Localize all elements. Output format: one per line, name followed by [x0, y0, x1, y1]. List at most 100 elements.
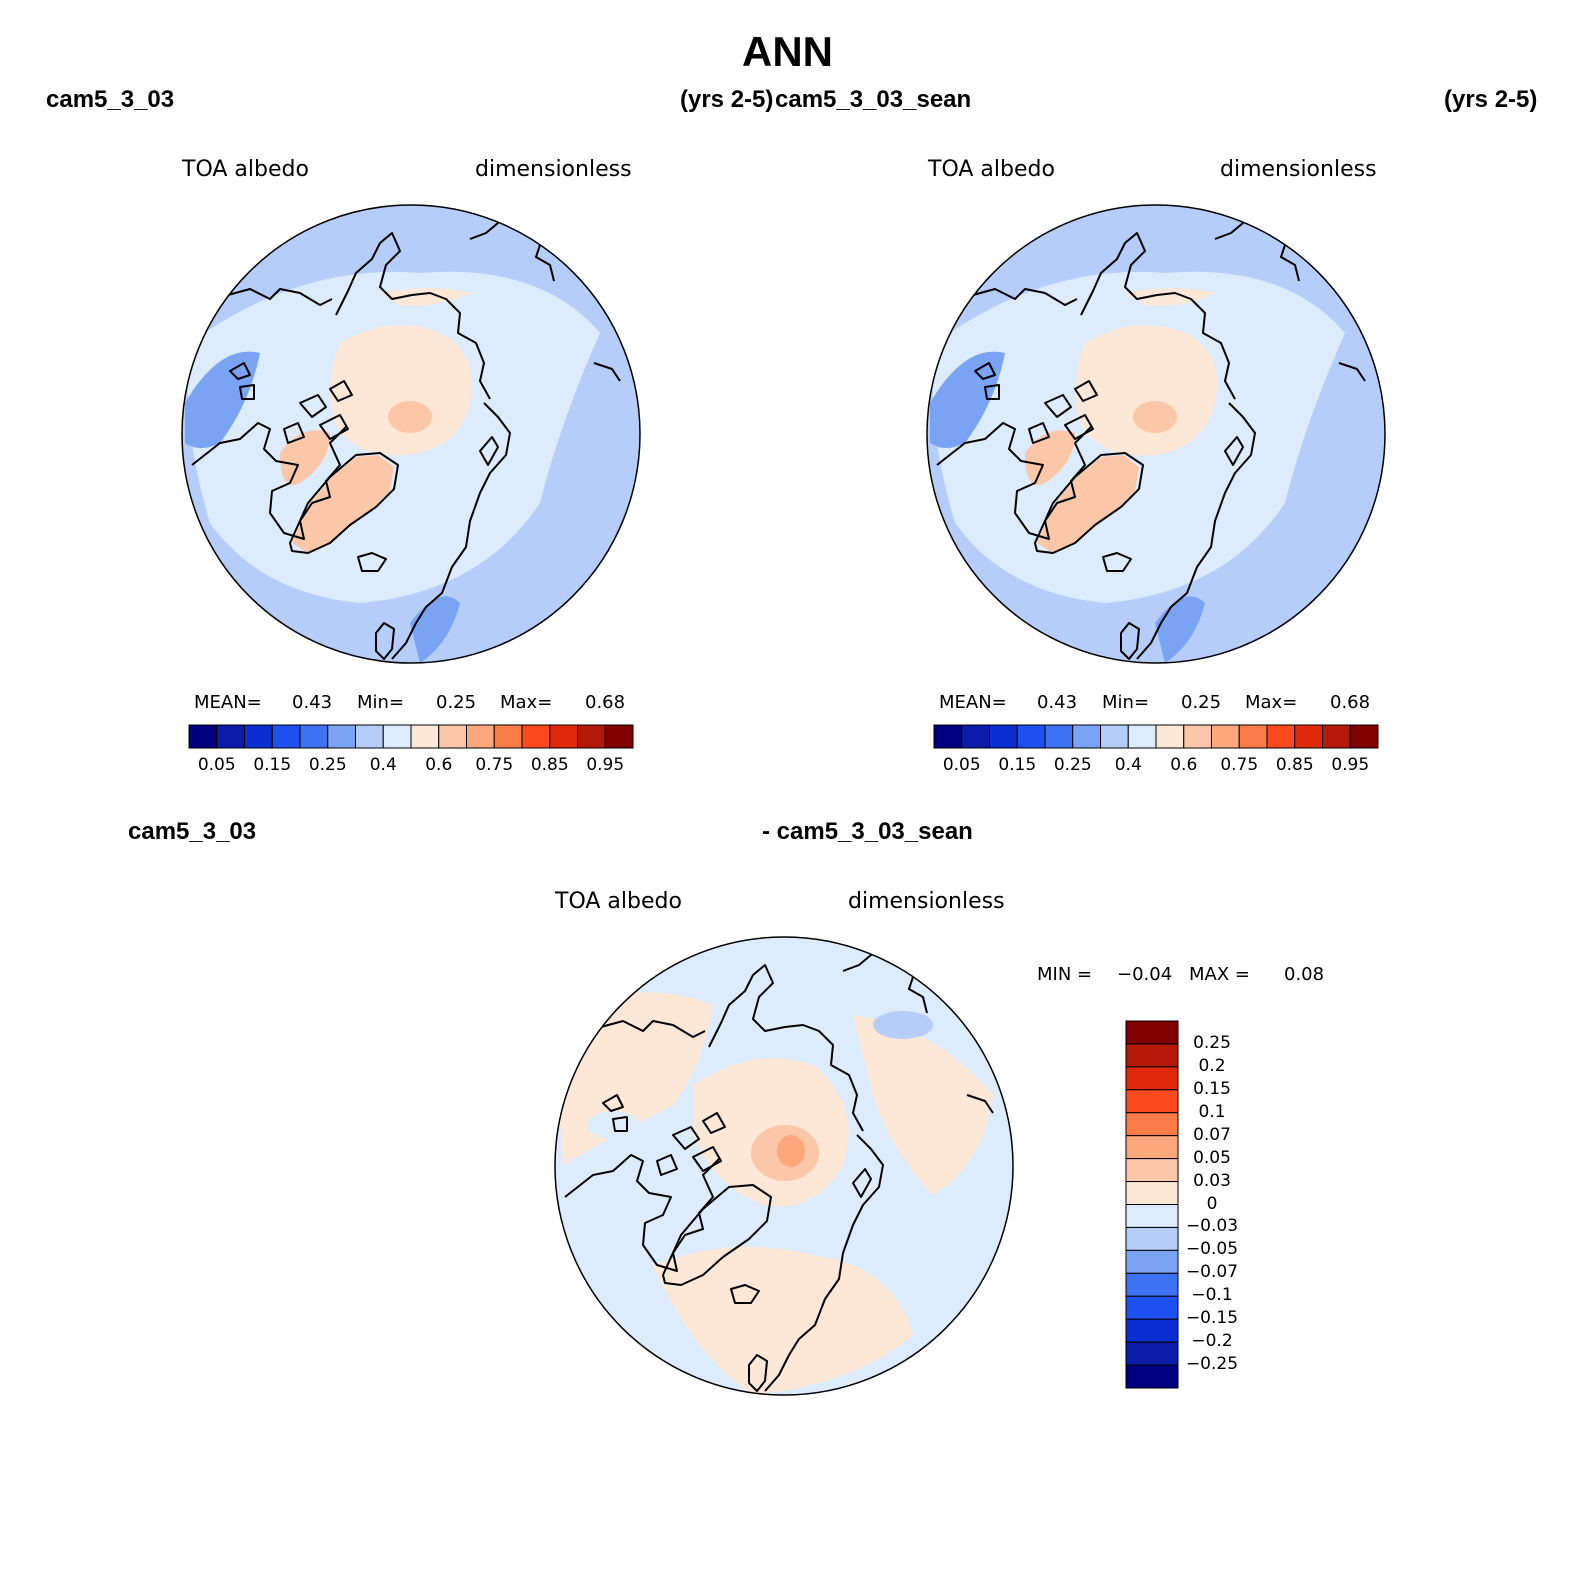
panel2-mean-value: 0.43 — [1037, 692, 1078, 713]
salmon-region — [1133, 401, 1177, 433]
panel1-colorbar-swatch — [466, 724, 495, 749]
coastline — [227, 288, 333, 306]
coastline — [1338, 362, 1366, 382]
coastlines — [564, 942, 994, 1392]
panel2-colorbar-swatch — [1211, 724, 1240, 749]
salmon-region — [280, 430, 330, 485]
coastline — [1064, 414, 1094, 440]
greenland-region — [292, 455, 394, 553]
panel1-colorbar — [188, 724, 634, 749]
coastline — [662, 1184, 772, 1286]
panel3-case-left: cam5_3_03 — [128, 818, 257, 845]
panel3-colorbar-swatch — [1125, 1043, 1179, 1068]
panel2-colorbar-swatch — [1072, 724, 1101, 749]
panel3-colorbar-swatch — [1125, 1364, 1179, 1389]
panel2-polar-map — [926, 204, 1386, 664]
panel3-colorbar-tick-label: −0.1 — [1191, 1285, 1233, 1306]
greenland-region — [1037, 455, 1139, 553]
peach-region — [1075, 325, 1217, 456]
coastline — [612, 1116, 628, 1132]
coastline — [748, 1354, 768, 1392]
panel2-colorbar-swatch — [1100, 724, 1129, 749]
coastline — [966, 1094, 994, 1114]
panel3-colorbar-swatch — [1125, 1089, 1179, 1114]
panel1-colorbar-swatch — [438, 724, 467, 749]
panel3-colorbar-tick-label: −0.25 — [1185, 1354, 1239, 1375]
panel3-variable: TOA albedo — [555, 889, 682, 914]
panel2-colorbar-swatch — [1322, 724, 1351, 749]
panel2-colorbar-swatch — [1155, 724, 1185, 749]
peach-region — [653, 1247, 913, 1395]
panel3-colorbar-tick-label: 0.1 — [1198, 1101, 1226, 1122]
panel2-min-label: Min= — [1102, 692, 1150, 713]
panel1-min-value: 0.25 — [436, 692, 477, 713]
peach-region — [330, 325, 472, 456]
map-field — [927, 205, 1385, 663]
coastline — [283, 422, 305, 444]
panel1-max-label: Max= — [500, 692, 553, 713]
coastline — [602, 1094, 624, 1112]
panel3-colorbar-tick-label: −0.2 — [1191, 1331, 1233, 1352]
panel1-colorbar-swatch — [410, 724, 440, 749]
panel2-colorbar-tick-label: 0.25 — [1053, 755, 1092, 775]
panel1-colorbar-tick-label: 0.15 — [253, 755, 292, 775]
panel3-units: dimensionless — [848, 889, 1005, 914]
panel1-colorbar-swatch — [271, 724, 301, 749]
coastline — [672, 1126, 700, 1150]
coastline — [1102, 552, 1132, 572]
panel3-colorbar-swatch — [1125, 1272, 1179, 1297]
coastline — [692, 1146, 722, 1172]
panel1-colorbar-swatch — [604, 724, 634, 749]
panel3-max-label: MAX = — [1189, 964, 1250, 985]
map-border — [181, 204, 641, 664]
panel3-min-value: −0.04 — [1117, 964, 1173, 985]
panel1-colorbar-swatch — [216, 724, 245, 749]
panel1-colorbar-swatch — [327, 724, 356, 749]
panel2-colorbar-tick-label: 0.4 — [1114, 755, 1142, 775]
panel1-colorbar-swatch — [382, 724, 412, 749]
panel2-colorbar-swatch — [1238, 724, 1268, 749]
panel2-colorbar-swatch — [1127, 724, 1157, 749]
panel1-colorbar-swatch — [244, 724, 273, 749]
panel3-colorbar-tick-label: −0.15 — [1185, 1308, 1239, 1329]
coastline — [564, 1154, 720, 1272]
panel2-colorbar-tick-label: 0.05 — [942, 755, 981, 775]
salmon-region — [1025, 430, 1075, 485]
map-border — [926, 204, 1386, 664]
panel2-colorbar-ticks: 0.05 0.15 0.25 0.4 0.6 0.75 0.85 0.95 — [934, 755, 1378, 777]
panel2-max-label: Max= — [1245, 692, 1298, 713]
panel1-colorbar-ticks: 0.05 0.15 0.25 0.4 0.6 0.75 0.85 0.95 — [189, 755, 633, 777]
panel3-colorbar-tick-label: 0.2 — [1198, 1055, 1226, 1076]
panel3-colorbar-tick-label: −0.07 — [1185, 1262, 1239, 1283]
panel3-colorbar-tick-label: 0.25 — [1193, 1032, 1231, 1053]
panel3-colorbar-swatch — [1125, 1158, 1179, 1183]
panel1-colorbar-swatch — [577, 724, 606, 749]
panel1-case-name: cam5_3_03 — [46, 86, 175, 113]
coastline — [708, 964, 864, 1132]
orange-region — [777, 1135, 805, 1167]
panel2-colorbar-swatch — [1294, 724, 1323, 749]
coastline — [974, 362, 996, 380]
panel1-colorbar-swatch — [299, 724, 329, 749]
panel3-colorbar-swatch — [1125, 1249, 1179, 1274]
coastline — [1136, 402, 1256, 660]
panel2-colorbar-tick-label: 0.95 — [1331, 755, 1370, 775]
coastline — [702, 1112, 726, 1134]
panel2-colorbar-tick-label: 0.85 — [1275, 755, 1314, 775]
panel1-colorbar-swatch — [549, 724, 578, 749]
panel2-colorbar-swatch — [961, 724, 990, 749]
panel2-colorbar-swatch — [933, 724, 963, 749]
coastline — [335, 232, 491, 400]
panel3-colorbar-swatch — [1125, 1226, 1179, 1251]
panel3-colorbar-tick-label: 0 — [1206, 1193, 1218, 1214]
panel3-max-value: 0.08 — [1284, 964, 1325, 985]
coastline — [1074, 380, 1098, 402]
panel1-colorbar-tick-label: 0.75 — [475, 755, 514, 775]
panel1-polar-map — [181, 204, 641, 664]
panel2-colorbar-swatch — [1016, 724, 1046, 749]
panel2-colorbar-swatch — [1183, 724, 1212, 749]
panel3-colorbar-tick-label: −0.05 — [1185, 1239, 1239, 1260]
coastline — [191, 422, 347, 540]
coastline — [229, 362, 251, 380]
map-field — [555, 937, 1013, 1395]
